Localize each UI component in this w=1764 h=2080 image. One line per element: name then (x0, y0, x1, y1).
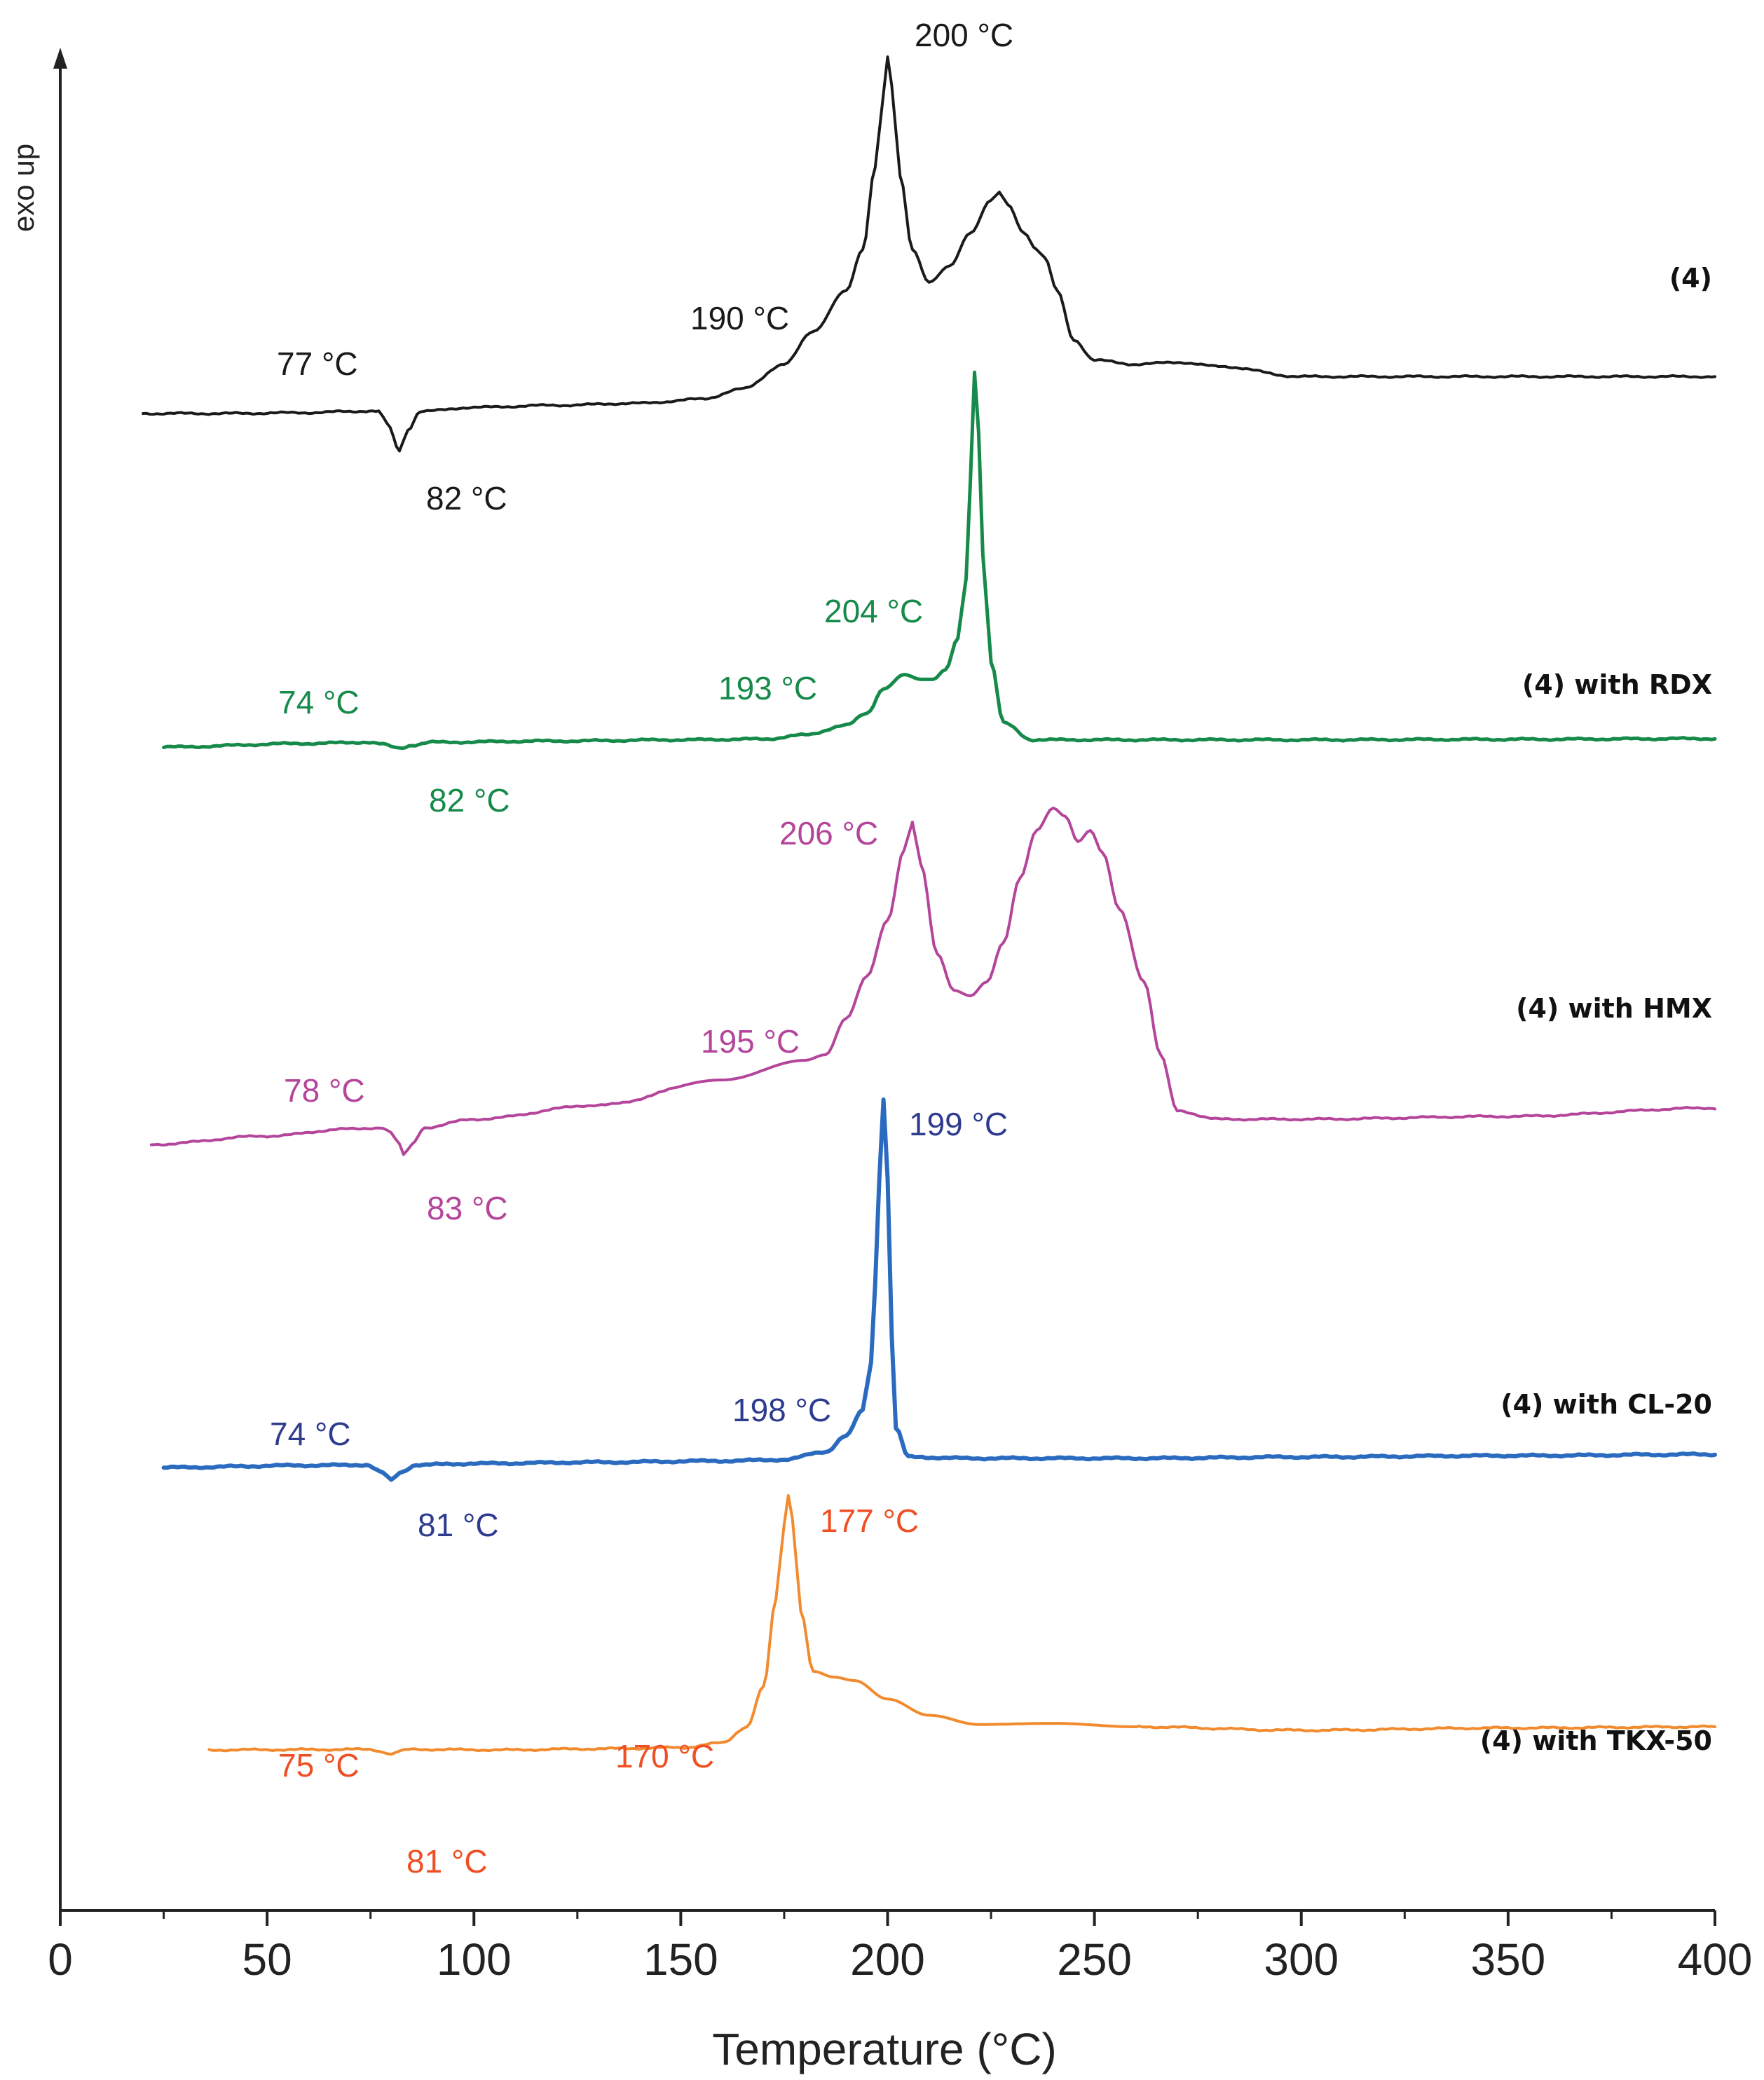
dsc-curve-cl20 (161, 1097, 1717, 1482)
x-tick-label: 0 (48, 1934, 73, 1985)
x-tick-label: 250 (1057, 1934, 1132, 1985)
annotation-4-onset-endo: 77 °C (277, 345, 358, 382)
x-axis-title: Temperature (°C) (712, 2024, 1057, 2074)
y-axis-title: exo up (7, 144, 40, 232)
annotation-rdx-peak-endo: 82 °C (429, 782, 510, 819)
annotation-hmx-onset-exo: 195 °C (701, 1023, 800, 1060)
annotation-tkx50-onset-exo: 170 °C (615, 1738, 714, 1774)
x-tick-label: 400 (1678, 1934, 1753, 1985)
dsc-curve-rdx (162, 370, 1717, 751)
y-axis-arrowhead (53, 48, 67, 69)
annotation-tkx50-peak-endo: 81 °C (406, 1843, 488, 1880)
dsc-curve-tkx50 (207, 1494, 1716, 1756)
annotation-rdx-peak-exo: 204 °C (824, 593, 923, 629)
annotation-4-peak-endo: 82 °C (426, 480, 507, 516)
annotation-4-onset-exo: 190 °C (690, 300, 789, 336)
annotation-tkx50-onset-endo: 75 °C (278, 1747, 360, 1784)
series-label-rdx: (4) with RDX (1522, 669, 1712, 700)
annotation-4-peak-exo: 200 °C (915, 17, 1013, 53)
annotation-hmx-onset-endo: 78 °C (284, 1072, 365, 1109)
x-tick-label: 350 (1470, 1934, 1545, 1985)
series-label-tkx50: (4) with TKX-50 (1480, 1725, 1712, 1756)
series-label-hmx: (4) with HMX (1516, 993, 1712, 1024)
series-label-cl20: (4) with CL-20 (1500, 1389, 1712, 1420)
series-label-4: (4) (1669, 263, 1712, 294)
x-tick-label: 50 (242, 1934, 292, 1985)
annotation-cl20-peak-exo: 199 °C (909, 1106, 1008, 1142)
annotation-tkx50-peak-exo: 177 °C (820, 1503, 919, 1539)
x-tick-label: 200 (850, 1934, 925, 1985)
annotation-cl20-onset-endo: 74 °C (270, 1416, 351, 1452)
annotation-cl20-peak-endo: 81 °C (418, 1507, 499, 1543)
annotation-hmx-peak-endo: 83 °C (427, 1190, 508, 1226)
annotation-rdx-onset-endo: 74 °C (278, 684, 360, 720)
x-tick-label: 300 (1264, 1934, 1339, 1985)
dsc-curve-4 (142, 55, 1716, 453)
x-axis-ticks: 0 50 100 150 200 250 300 350 400 (48, 1910, 1752, 1985)
x-tick-label: 150 (643, 1934, 718, 1985)
x-tick-label: 100 (437, 1934, 512, 1985)
dsc-curves (142, 55, 1717, 1756)
dsc-curve-hmx (149, 807, 1716, 1156)
annotation-cl20-onset-exo: 198 °C (732, 1392, 831, 1428)
annotation-hmx-peak-exo: 206 °C (779, 815, 878, 851)
annotation-rdx-onset-exo: 193 °C (718, 670, 817, 706)
